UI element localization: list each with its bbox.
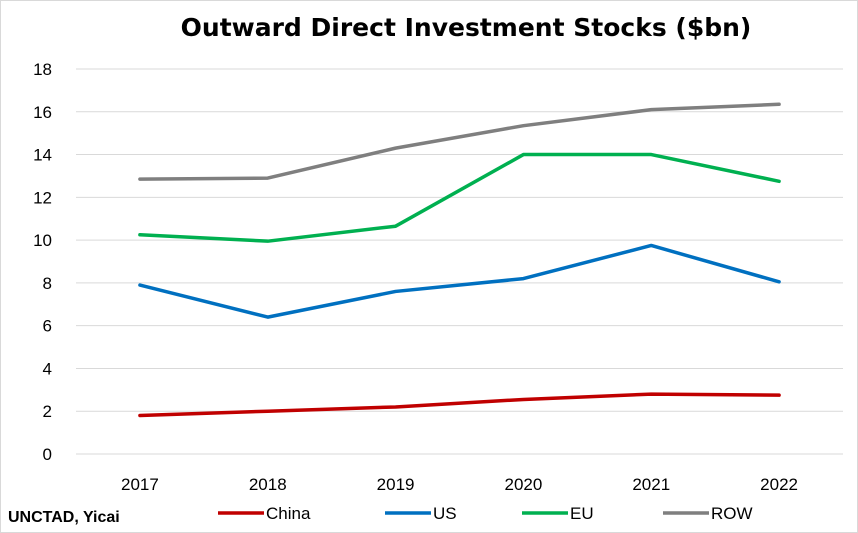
y-tick-label: 2: [43, 402, 52, 421]
y-tick-label: 16: [33, 103, 52, 122]
y-tick-label: 10: [33, 231, 52, 250]
series-line-us: [138, 243, 781, 319]
series-line-eu: [138, 152, 781, 243]
series-line-row: [138, 102, 781, 181]
x-axis-ticks: 2017 2018 2019 2020 2021 2022: [121, 475, 798, 494]
legend-label-eu: EU: [570, 504, 594, 523]
series-line-china: [138, 392, 781, 418]
y-tick-label: 12: [33, 188, 52, 207]
x-tick-label: 2022: [760, 475, 798, 494]
y-tick-label: 14: [33, 146, 52, 165]
y-tick-label: 4: [43, 359, 52, 378]
legend-label-china: China: [266, 504, 311, 523]
legend-label-row: ROW: [711, 504, 753, 523]
x-tick-label: 2019: [377, 475, 415, 494]
y-tick-label: 0: [43, 445, 52, 464]
y-tick-label: 18: [33, 60, 52, 79]
gridlines: [76, 68, 843, 455]
y-tick-label: 8: [43, 274, 52, 293]
y-tick-label: 6: [43, 317, 52, 336]
series-lines: [138, 102, 781, 418]
y-axis-ticks: 0 2 4 6 8 10 12 14 16 18: [33, 60, 52, 464]
legend: China US EU ROW: [218, 504, 753, 523]
chart-title: Outward Direct Investment Stocks ($bn): [181, 13, 752, 42]
legend-label-us: US: [433, 504, 457, 523]
x-tick-label: 2017: [121, 475, 159, 494]
x-tick-label: 2021: [632, 475, 670, 494]
x-tick-label: 2018: [249, 475, 287, 494]
source-note: UNCTAD, Yicai: [8, 509, 120, 526]
x-tick-label: 2020: [505, 475, 543, 494]
